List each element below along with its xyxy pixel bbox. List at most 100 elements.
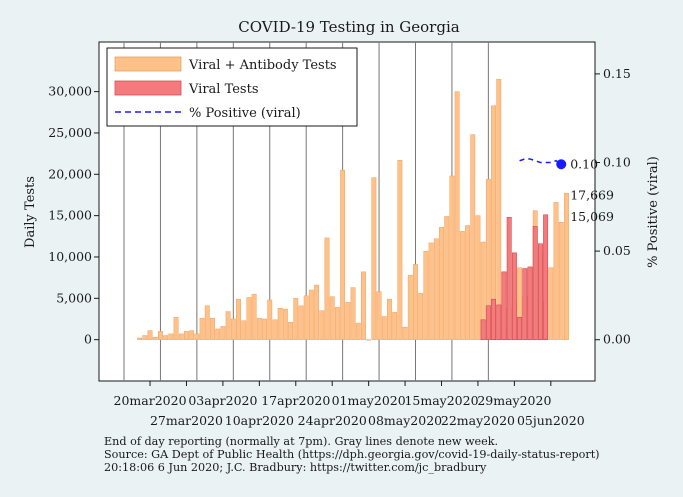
bar-total	[204, 305, 210, 340]
y2-axis-label: % Positive (viral)	[646, 156, 661, 268]
bar-total	[293, 298, 299, 340]
legend-label-pct: % Positive (viral)	[189, 106, 301, 121]
bar-viral	[485, 305, 491, 340]
bar-total	[277, 307, 283, 340]
pct-positive-marker	[556, 159, 567, 170]
bar-total	[241, 320, 247, 340]
bar-total	[449, 175, 455, 340]
bar-total	[137, 337, 143, 340]
bar-total	[173, 317, 179, 340]
bar-viral	[506, 217, 512, 340]
bar-viral	[537, 243, 543, 340]
x-tick-label: 27mar2020	[150, 413, 223, 428]
bar-viral	[511, 252, 517, 340]
x-tick-label: 10apr2020	[225, 413, 294, 428]
bar-viral	[491, 298, 497, 340]
bar-total	[454, 91, 460, 340]
y2-tick-label: 0.15	[603, 66, 631, 81]
bar-total	[355, 322, 361, 340]
bar-total	[413, 264, 418, 340]
x-tick-label: 08may2020	[368, 413, 442, 428]
bar-total	[267, 299, 273, 340]
bar-total	[199, 317, 205, 340]
bar-total	[288, 322, 294, 340]
bar-total	[194, 333, 200, 340]
y2-tick-label: 0.05	[603, 243, 631, 258]
bar-total	[215, 328, 221, 340]
bar-total	[262, 318, 267, 340]
y-axis-right: 0.00 0.05 0.10 0.15	[595, 66, 631, 347]
annotation-pct: 0.10	[570, 156, 598, 171]
bar-total	[230, 318, 236, 340]
bar-total	[340, 169, 346, 340]
x-tick-label: 22may2020	[441, 413, 515, 428]
bar-total	[376, 291, 382, 340]
footnote-credit: 20:18:06 6 Jun 2020; J.C. Bradbury: http…	[104, 461, 487, 474]
bar-total	[475, 215, 481, 340]
chart-title: COVID-19 Testing in Georgia	[238, 18, 459, 36]
bar-total	[381, 316, 387, 340]
bar-total	[350, 287, 356, 340]
bar-total	[168, 333, 174, 340]
bar-viral	[532, 226, 538, 340]
bar-total	[366, 339, 372, 341]
bar-total	[142, 335, 148, 340]
bar-viral	[543, 214, 549, 340]
y-tick-label: 20,000	[48, 166, 92, 181]
x-tick-label: 01may2020	[332, 393, 406, 408]
legend-label-viral: Viral Tests	[188, 82, 259, 97]
bar-total	[236, 298, 241, 340]
bar-viral	[522, 268, 528, 340]
bar-viral	[501, 271, 507, 340]
y-tick-label: 15,000	[48, 208, 92, 223]
y-tick-label: 10,000	[48, 249, 92, 264]
bar-total	[158, 331, 163, 340]
bar-viral	[517, 317, 523, 340]
bar-total	[329, 296, 335, 340]
bar-total	[178, 333, 184, 340]
bar-total	[548, 267, 554, 340]
bar-total	[553, 202, 559, 340]
footnote-source: Source: GA Dept of Public Health (https:…	[104, 448, 600, 461]
bar-total	[324, 237, 330, 340]
y2-tick-label: 0.00	[603, 332, 631, 347]
y-axis-left: 0 5,000 10,000 15,000 20,000 25,000 30,000	[48, 84, 99, 347]
bar-total	[184, 331, 189, 340]
bar-total	[334, 307, 340, 340]
footnote-reporting: End of day reporting (normally at 7pm). …	[104, 435, 499, 448]
pct-positive-series	[519, 158, 562, 165]
bar-total	[496, 78, 502, 340]
y-tick-label: 25,000	[48, 125, 92, 140]
bar-total	[470, 134, 476, 340]
bar-total	[345, 302, 351, 340]
bar-total	[272, 319, 278, 340]
x-tick-label: 15may2020	[404, 393, 478, 408]
bar-total	[147, 330, 153, 340]
bar-total	[314, 284, 320, 340]
bar-total	[256, 317, 262, 340]
legend-label-total: Viral + Antibody Tests	[188, 58, 337, 73]
legend: Viral + Antibody Tests Viral Tests % Pos…	[106, 47, 358, 127]
legend-swatch-total	[114, 56, 182, 72]
bar-total	[397, 159, 403, 340]
bar-total	[303, 295, 309, 340]
bar-total	[392, 312, 398, 340]
bar-total	[433, 238, 439, 340]
annotation-total: 17,669	[570, 187, 614, 202]
bar-total	[371, 177, 377, 340]
bar-total	[298, 305, 304, 340]
bar-total	[210, 317, 215, 340]
y2-tick-label: 0.10	[603, 155, 631, 170]
bar-total	[444, 216, 450, 340]
bar-total	[439, 226, 444, 340]
bar-total	[152, 336, 158, 340]
y-tick-label: 30,000	[48, 84, 92, 99]
x-tick-label: 05jun2020	[517, 413, 585, 428]
bar-total	[163, 335, 169, 340]
bar-total	[563, 193, 569, 340]
x-axis: 20mar2020 27mar2020 03apr2020 10apr2020 17ap…	[114, 381, 585, 428]
bar-total	[428, 242, 434, 340]
bar-total	[319, 310, 325, 340]
bar-total	[251, 293, 257, 340]
bar-total	[282, 308, 288, 340]
